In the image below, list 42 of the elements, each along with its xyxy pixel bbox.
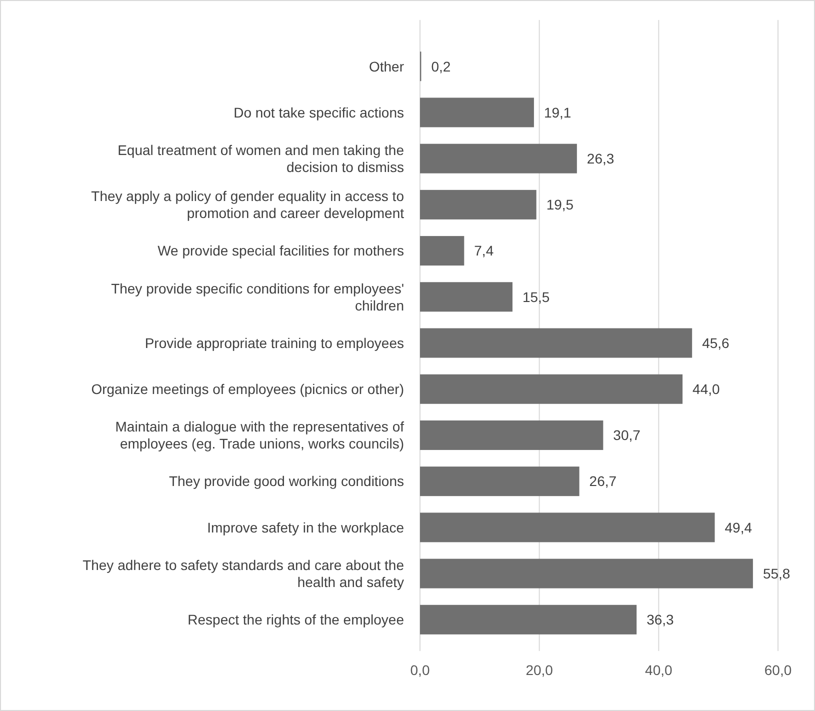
data-label: 15,5 — [522, 288, 550, 305]
bar — [420, 512, 715, 542]
data-label: 7,4 — [474, 242, 494, 259]
data-label: 36,3 — [646, 612, 674, 628]
data-label: 49,4 — [724, 519, 752, 536]
bar — [420, 98, 534, 128]
y-tick-label: We provide special facilities for mothers — [158, 242, 404, 259]
data-label: 45,6 — [702, 334, 730, 351]
bar — [420, 144, 577, 174]
bar — [420, 282, 512, 312]
data-label: 26,3 — [586, 150, 614, 166]
x-tick-label: 20,0 — [526, 662, 554, 678]
y-tick-label: They adhere to safety standards and care about the health and safety — [82, 556, 404, 590]
y-tick-label: Equal treatment of women and men taking the decision to dismiss — [118, 142, 404, 175]
x-tick-label: 40,0 — [645, 662, 673, 678]
data-label: 0,2 — [431, 58, 451, 74]
data-label: 44,0 — [692, 381, 720, 398]
y-tick-label: Maintain a dialogue with the representatives of employees (eg. Trade unions, works councils) — [115, 418, 404, 452]
y-tick-label: Provide appropriate training to employees — [144, 334, 404, 351]
bar — [420, 328, 692, 358]
y-tick-label: They provide good working conditions — [168, 473, 404, 490]
data-label: 26,7 — [589, 473, 617, 490]
data-label: 19,1 — [544, 104, 572, 120]
bar — [420, 466, 580, 496]
data-label: 55,8 — [762, 565, 790, 582]
y-tick-label: Organize meetings of employees (picnics or other) — [91, 381, 404, 398]
x-tick-label: 0,0 — [410, 662, 430, 678]
data-label: 30,7 — [613, 427, 641, 444]
y-tick-label: Improve safety in the workplace — [207, 519, 404, 536]
y-tick-label: They apply a policy of gender equality in access to promotion and career development — [91, 188, 404, 222]
bar — [420, 420, 604, 450]
y-tick-label: Respect the rights of the employee — [188, 612, 404, 628]
data-label: 19,5 — [546, 196, 574, 213]
y-tick-label: They provide specific conditions for employees' children — [111, 280, 404, 314]
x-tick-label: 60,0 — [764, 662, 792, 678]
y-tick-label: Do not take specific actions — [234, 104, 404, 120]
bar — [420, 558, 753, 588]
bar — [420, 604, 637, 634]
bar — [420, 374, 683, 404]
bar — [420, 236, 464, 266]
y-tick-label: Other — [368, 58, 404, 74]
bar — [420, 190, 536, 220]
